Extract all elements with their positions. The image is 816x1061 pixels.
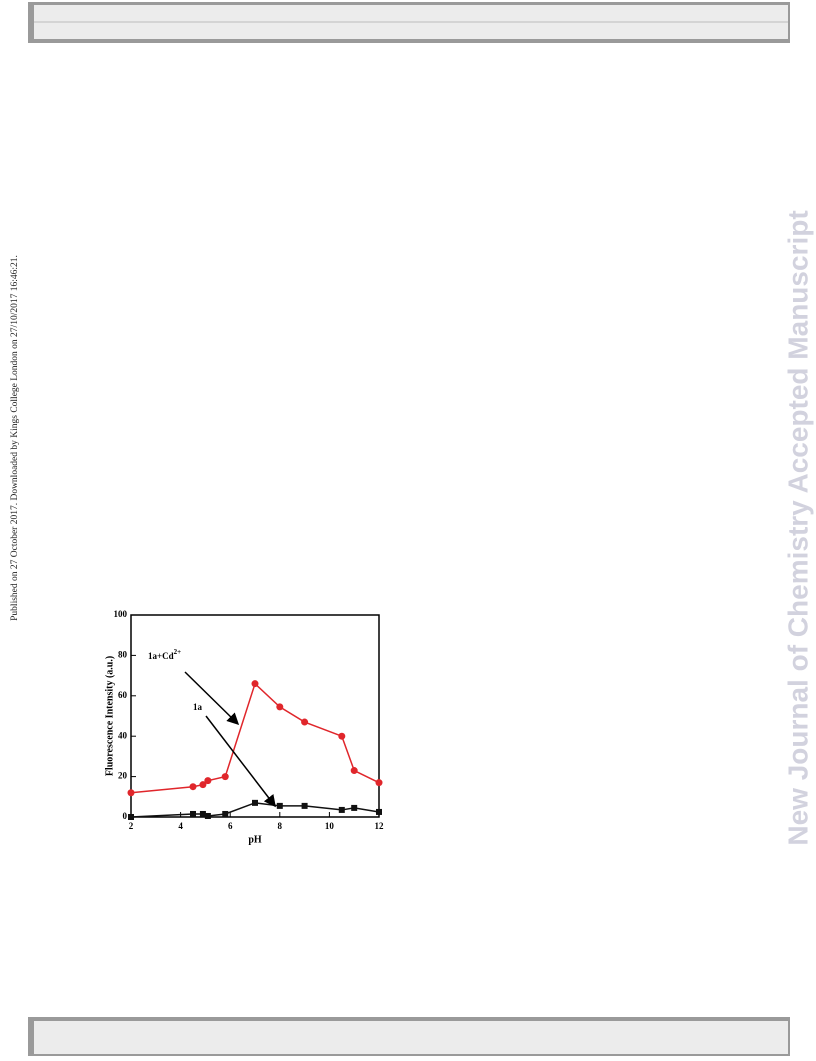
marker <box>251 680 259 688</box>
marker <box>350 767 358 775</box>
marker <box>128 814 134 820</box>
y-tick-label: 40 <box>118 730 128 740</box>
annotation-text: 1a <box>193 702 203 712</box>
watermark: New Journal of Chemistry Accepted Manusc… <box>782 210 813 845</box>
marker <box>204 777 212 785</box>
header-bar <box>28 2 790 43</box>
annotation-arrow <box>184 671 240 726</box>
x-tick-label: 2 <box>129 821 134 831</box>
marker <box>338 806 345 813</box>
chart: 2 4 6 8 10 12 0 20 40 60 80 100 pH Fluorescence Inten… <box>104 609 384 845</box>
x-tick-label: 6 <box>228 821 233 831</box>
footer-bar <box>28 1017 790 1056</box>
marker <box>252 799 258 806</box>
marker <box>276 802 283 809</box>
y-axis-label: Fluorescence Intensity (a.u.) <box>104 656 115 776</box>
marker <box>351 804 358 811</box>
marker <box>221 773 229 781</box>
x-tick-label: 12 <box>375 821 385 831</box>
plot-frame <box>130 614 380 818</box>
y-tick-label: 80 <box>118 649 128 659</box>
marker <box>127 789 135 797</box>
marker <box>199 810 206 817</box>
marker <box>276 703 284 711</box>
y-tick-label: 60 <box>118 690 128 700</box>
annotation-sup: 2+ <box>174 648 182 656</box>
marker <box>376 808 382 815</box>
marker <box>189 783 197 791</box>
annotation-arrow <box>205 715 276 808</box>
x-axis-label: pH <box>248 834 262 845</box>
y-tick-label: 20 <box>118 771 128 781</box>
side-note: Published on 27 October 2017. Downloaded… <box>10 255 20 621</box>
annotation-text: 1a+Cd <box>148 651 174 661</box>
x-tick-label: 8 <box>278 821 283 831</box>
marker <box>375 779 383 787</box>
x-tick-label: 10 <box>325 821 335 831</box>
marker <box>301 802 308 809</box>
annotation: 1a+Cd2+ <box>148 648 181 661</box>
annotation: 1a <box>193 702 203 712</box>
y-tick-label: 0 <box>123 811 128 821</box>
marker <box>222 810 229 817</box>
marker <box>190 810 196 817</box>
y-tick-label: 100 <box>114 609 128 619</box>
x-tick-label: 4 <box>178 821 183 831</box>
marker <box>204 812 211 819</box>
marker <box>301 718 309 726</box>
marker <box>199 781 207 789</box>
marker <box>338 732 346 740</box>
